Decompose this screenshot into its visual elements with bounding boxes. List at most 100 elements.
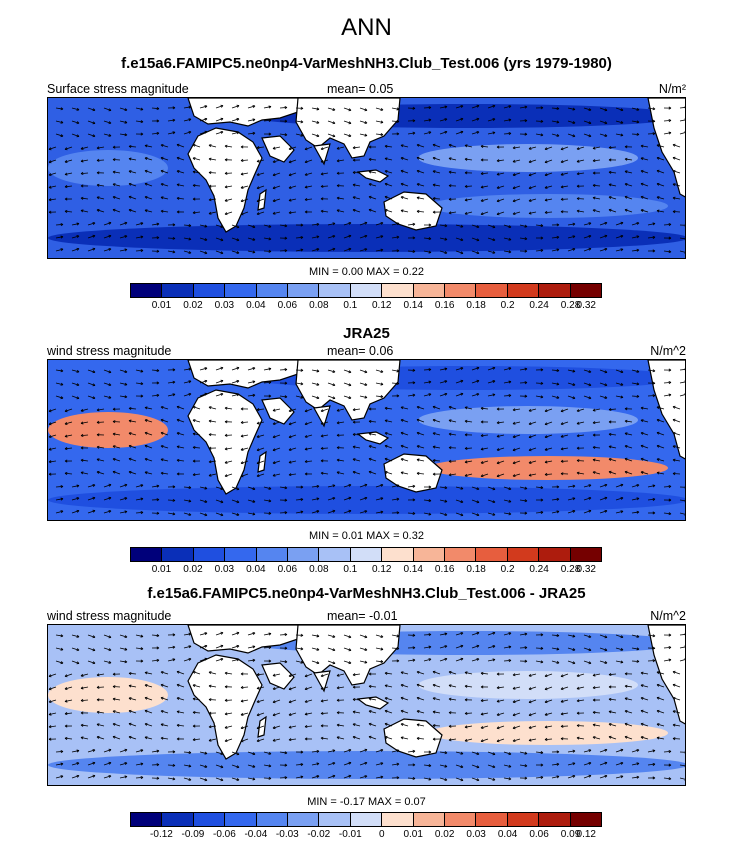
colorbar-tick-label: 0.01: [403, 829, 423, 840]
wind-vector: [512, 712, 521, 716]
wind-vector-head: [512, 213, 516, 216]
wind-vector: [544, 421, 553, 425]
wind-vector: [48, 686, 57, 690]
wind-vector-head: [109, 370, 112, 373]
wind-vector: [247, 381, 256, 384]
wind-vector: [551, 133, 560, 137]
wind-vector-head: [380, 647, 384, 650]
wind-vector-head: [64, 472, 68, 476]
wind-vector-head: [140, 497, 144, 500]
wind-vector-head: [396, 394, 400, 397]
wind-vector: [352, 184, 361, 187]
wind-vector: [535, 133, 544, 136]
wind-vector-head: [332, 749, 336, 751]
wind-vector-head: [336, 185, 340, 188]
wind-vector-head: [668, 222, 672, 225]
wind-vector: [432, 671, 441, 675]
wind-vector-head: [416, 684, 419, 687]
wind-vector: [599, 133, 608, 137]
wind-vector: [343, 369, 352, 373]
wind-vector: [368, 420, 377, 423]
wind-vector-head: [460, 104, 464, 107]
wind-vector-head: [400, 157, 404, 160]
wind-vector-head: [464, 199, 468, 202]
wind-vector-head: [384, 672, 388, 675]
wind-vector: [656, 183, 665, 187]
wind-vector-head: [124, 660, 128, 663]
wind-vector: [567, 107, 576, 110]
wind-vector: [615, 510, 624, 514]
wind-vector-head: [588, 108, 592, 111]
arabia-landmass: [261, 135, 295, 163]
wind-vector: [279, 660, 288, 663]
wind-vector: [624, 736, 633, 740]
wind-vector: [352, 209, 361, 213]
wind-vector: [471, 764, 480, 768]
wind-vector-head: [572, 383, 576, 386]
wind-vector-head: [412, 236, 416, 239]
wind-vector: [295, 660, 304, 664]
wind-vector-head: [412, 749, 416, 752]
wind-vector-head: [592, 699, 596, 702]
wind-vector: [231, 499, 240, 503]
wind-vector: [320, 172, 329, 175]
wind-vector: [247, 764, 256, 768]
wind-vector: [135, 634, 144, 637]
wind-vector-head: [624, 171, 628, 174]
wind-vector: [375, 511, 384, 514]
wind-vector: [400, 710, 409, 714]
wind-vector-head: [205, 513, 208, 516]
wind-vector: [640, 209, 649, 213]
wind-vector-head: [684, 382, 685, 383]
wind-vector-head: [48, 738, 52, 741]
wind-vector-head: [416, 419, 419, 422]
wind-vector: [448, 144, 457, 148]
wind-vector-head: [300, 223, 304, 226]
wind-vector-head: [128, 196, 131, 199]
wind-vector: [112, 723, 121, 727]
wind-vector: [359, 660, 368, 664]
wind-vector-head: [608, 686, 612, 689]
wind-vector: [160, 157, 169, 161]
wind-vector: [624, 432, 633, 436]
wind-vector-head: [288, 462, 292, 464]
wind-vector: [439, 499, 448, 503]
wind-vector: [576, 421, 585, 425]
wind-vector-head: [624, 158, 628, 161]
wind-vector-head: [496, 687, 500, 690]
wind-vector-head: [400, 445, 403, 448]
wind-vector: [583, 248, 592, 252]
wind-vector-head: [64, 423, 68, 425]
wind-vector: [560, 172, 569, 176]
colorbar-tick-label: -0.04: [244, 829, 268, 840]
wind-vector-head: [237, 752, 240, 755]
wind-vector-head: [156, 776, 160, 779]
wind-vector-head: [252, 393, 256, 396]
wind-vector-head: [320, 688, 324, 690]
wind-vector-head: [284, 486, 288, 489]
wind-vector: [80, 172, 89, 175]
wind-vector: [583, 634, 592, 638]
wind-vector-head: [224, 448, 228, 451]
wind-vector-head: [188, 223, 192, 227]
wind-vector-head: [300, 382, 304, 385]
wind-vector: [656, 170, 665, 174]
wind-vector: [343, 749, 352, 753]
wind-vector-head: [172, 380, 176, 383]
wind-vector: [208, 406, 217, 410]
wind-vector-head: [461, 251, 464, 254]
wind-vector: [455, 367, 464, 371]
wind-vector-head: [64, 688, 68, 690]
wind-vector: [263, 764, 272, 767]
wind-vector: [167, 646, 176, 649]
wind-vector-head: [80, 173, 84, 176]
wind-vector-head: [652, 634, 656, 637]
wind-vector: [608, 673, 617, 676]
wind-vector-head: [236, 778, 240, 781]
wind-vector-head: [156, 222, 160, 225]
wind-vector: [128, 145, 137, 148]
colorbar-swatch: [193, 813, 226, 826]
colorbar-swatch: [382, 813, 414, 826]
wind-vector-head: [96, 209, 100, 212]
wind-vector-head: [124, 370, 128, 373]
